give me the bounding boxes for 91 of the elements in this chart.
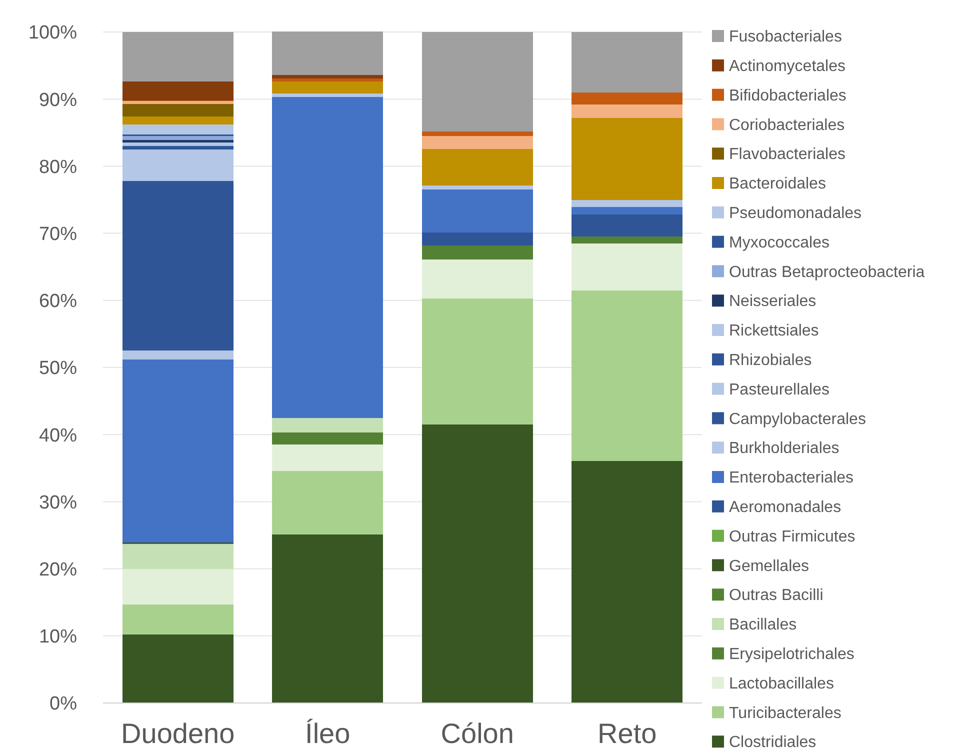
bar — [122, 101, 234, 104]
bar — [572, 460, 683, 703]
bar — [122, 136, 234, 140]
legend-label: Bifidobacteriales — [729, 87, 846, 104]
legend-label: Turicibacterales — [729, 704, 842, 722]
legend-label: Campylobacterales — [729, 410, 866, 428]
bar — [422, 259, 533, 298]
bar — [122, 568, 234, 604]
legend-label: Erysipelotrichales — [729, 646, 854, 663]
legend-label: Fusobacteriales — [729, 28, 842, 46]
bar — [272, 432, 384, 445]
bar — [272, 470, 384, 535]
bar — [572, 214, 683, 237]
bar — [572, 207, 683, 215]
bar — [422, 245, 533, 260]
y-tick-label: 10% — [38, 626, 78, 648]
y-tick-label: 50% — [38, 358, 78, 380]
legend-label: Burkholderiales — [729, 440, 840, 458]
bar — [272, 82, 384, 94]
bar — [422, 424, 533, 703]
bar — [122, 180, 234, 351]
bar — [122, 82, 234, 100]
x-tick-label: Reto — [598, 718, 657, 749]
bar — [122, 32, 234, 82]
y-tick-label: 60% — [38, 291, 78, 312]
bar — [572, 92, 683, 104]
legend-label: Outras Bacilli — [729, 587, 824, 604]
bar — [572, 290, 683, 461]
x-tick-label: Íleo — [305, 718, 350, 749]
x-tick-label: Cólon — [440, 718, 514, 749]
legend-label: Flavobacteriales — [729, 146, 846, 164]
bar — [572, 200, 683, 208]
bar — [272, 418, 384, 433]
bar — [272, 78, 384, 82]
bar — [122, 124, 234, 135]
legend-label: Enterobacteriales — [729, 470, 854, 487]
bar — [122, 359, 234, 543]
legend-label: Outras Betaprocteobacteria — [729, 264, 925, 281]
bar — [572, 32, 683, 92]
bar — [272, 97, 384, 418]
y-tick-label: 40% — [38, 425, 78, 446]
bar — [422, 186, 533, 190]
bar — [572, 118, 683, 200]
x-tick-label: Duodeno — [121, 718, 235, 749]
bar — [422, 32, 533, 132]
bar — [572, 243, 683, 290]
bar — [122, 149, 234, 181]
bar — [422, 190, 533, 233]
bar — [122, 140, 234, 143]
bar — [122, 604, 234, 635]
legend-label: Myxococcales — [729, 234, 830, 252]
legend-label: Rickettsiales — [729, 322, 819, 340]
legend-label: Lactobacillales — [729, 675, 834, 692]
bar — [122, 142, 234, 146]
legend-label: Bacillales — [729, 616, 797, 634]
bar — [572, 104, 683, 118]
bar — [272, 74, 384, 78]
bar — [572, 236, 683, 244]
bar — [122, 634, 234, 703]
bar — [422, 136, 533, 149]
y-tick-label: 90% — [38, 90, 78, 111]
y-tick-label: 100% — [28, 22, 78, 44]
legend-label: Neisseriales — [729, 293, 816, 310]
bar — [272, 94, 384, 98]
y-tick-label: 20% — [38, 559, 78, 580]
bar — [122, 104, 234, 117]
bar — [422, 131, 533, 136]
bar — [422, 148, 533, 186]
bar — [122, 544, 234, 569]
y-tick-label: 80% — [38, 156, 78, 178]
bar — [122, 116, 234, 125]
legend-label: Clostridiales — [729, 734, 816, 749]
bar — [422, 298, 533, 425]
legend-label: Pseudomonadales — [729, 205, 862, 222]
bar — [272, 534, 384, 703]
legend-label: Actinomycetales — [729, 58, 846, 75]
y-tick-label: 30% — [38, 492, 78, 514]
legend-label: Coriobacteriales — [729, 116, 845, 134]
bar — [272, 31, 384, 75]
bar — [122, 146, 234, 150]
legend-label: Pasteurellales — [729, 381, 830, 398]
legend-label: Aeromonadales — [729, 499, 842, 516]
legend-label: Rhizobiales — [729, 352, 812, 369]
y-tick-label: 0% — [50, 694, 78, 715]
bar — [272, 444, 384, 471]
legend-label: Bacteroidales — [729, 176, 826, 193]
bar — [122, 350, 234, 360]
legend-label: Gemellales — [729, 558, 810, 575]
legend-label: Outras Firmicutes — [729, 528, 856, 546]
bar — [422, 232, 533, 246]
y-tick-label: 70% — [38, 224, 78, 245]
